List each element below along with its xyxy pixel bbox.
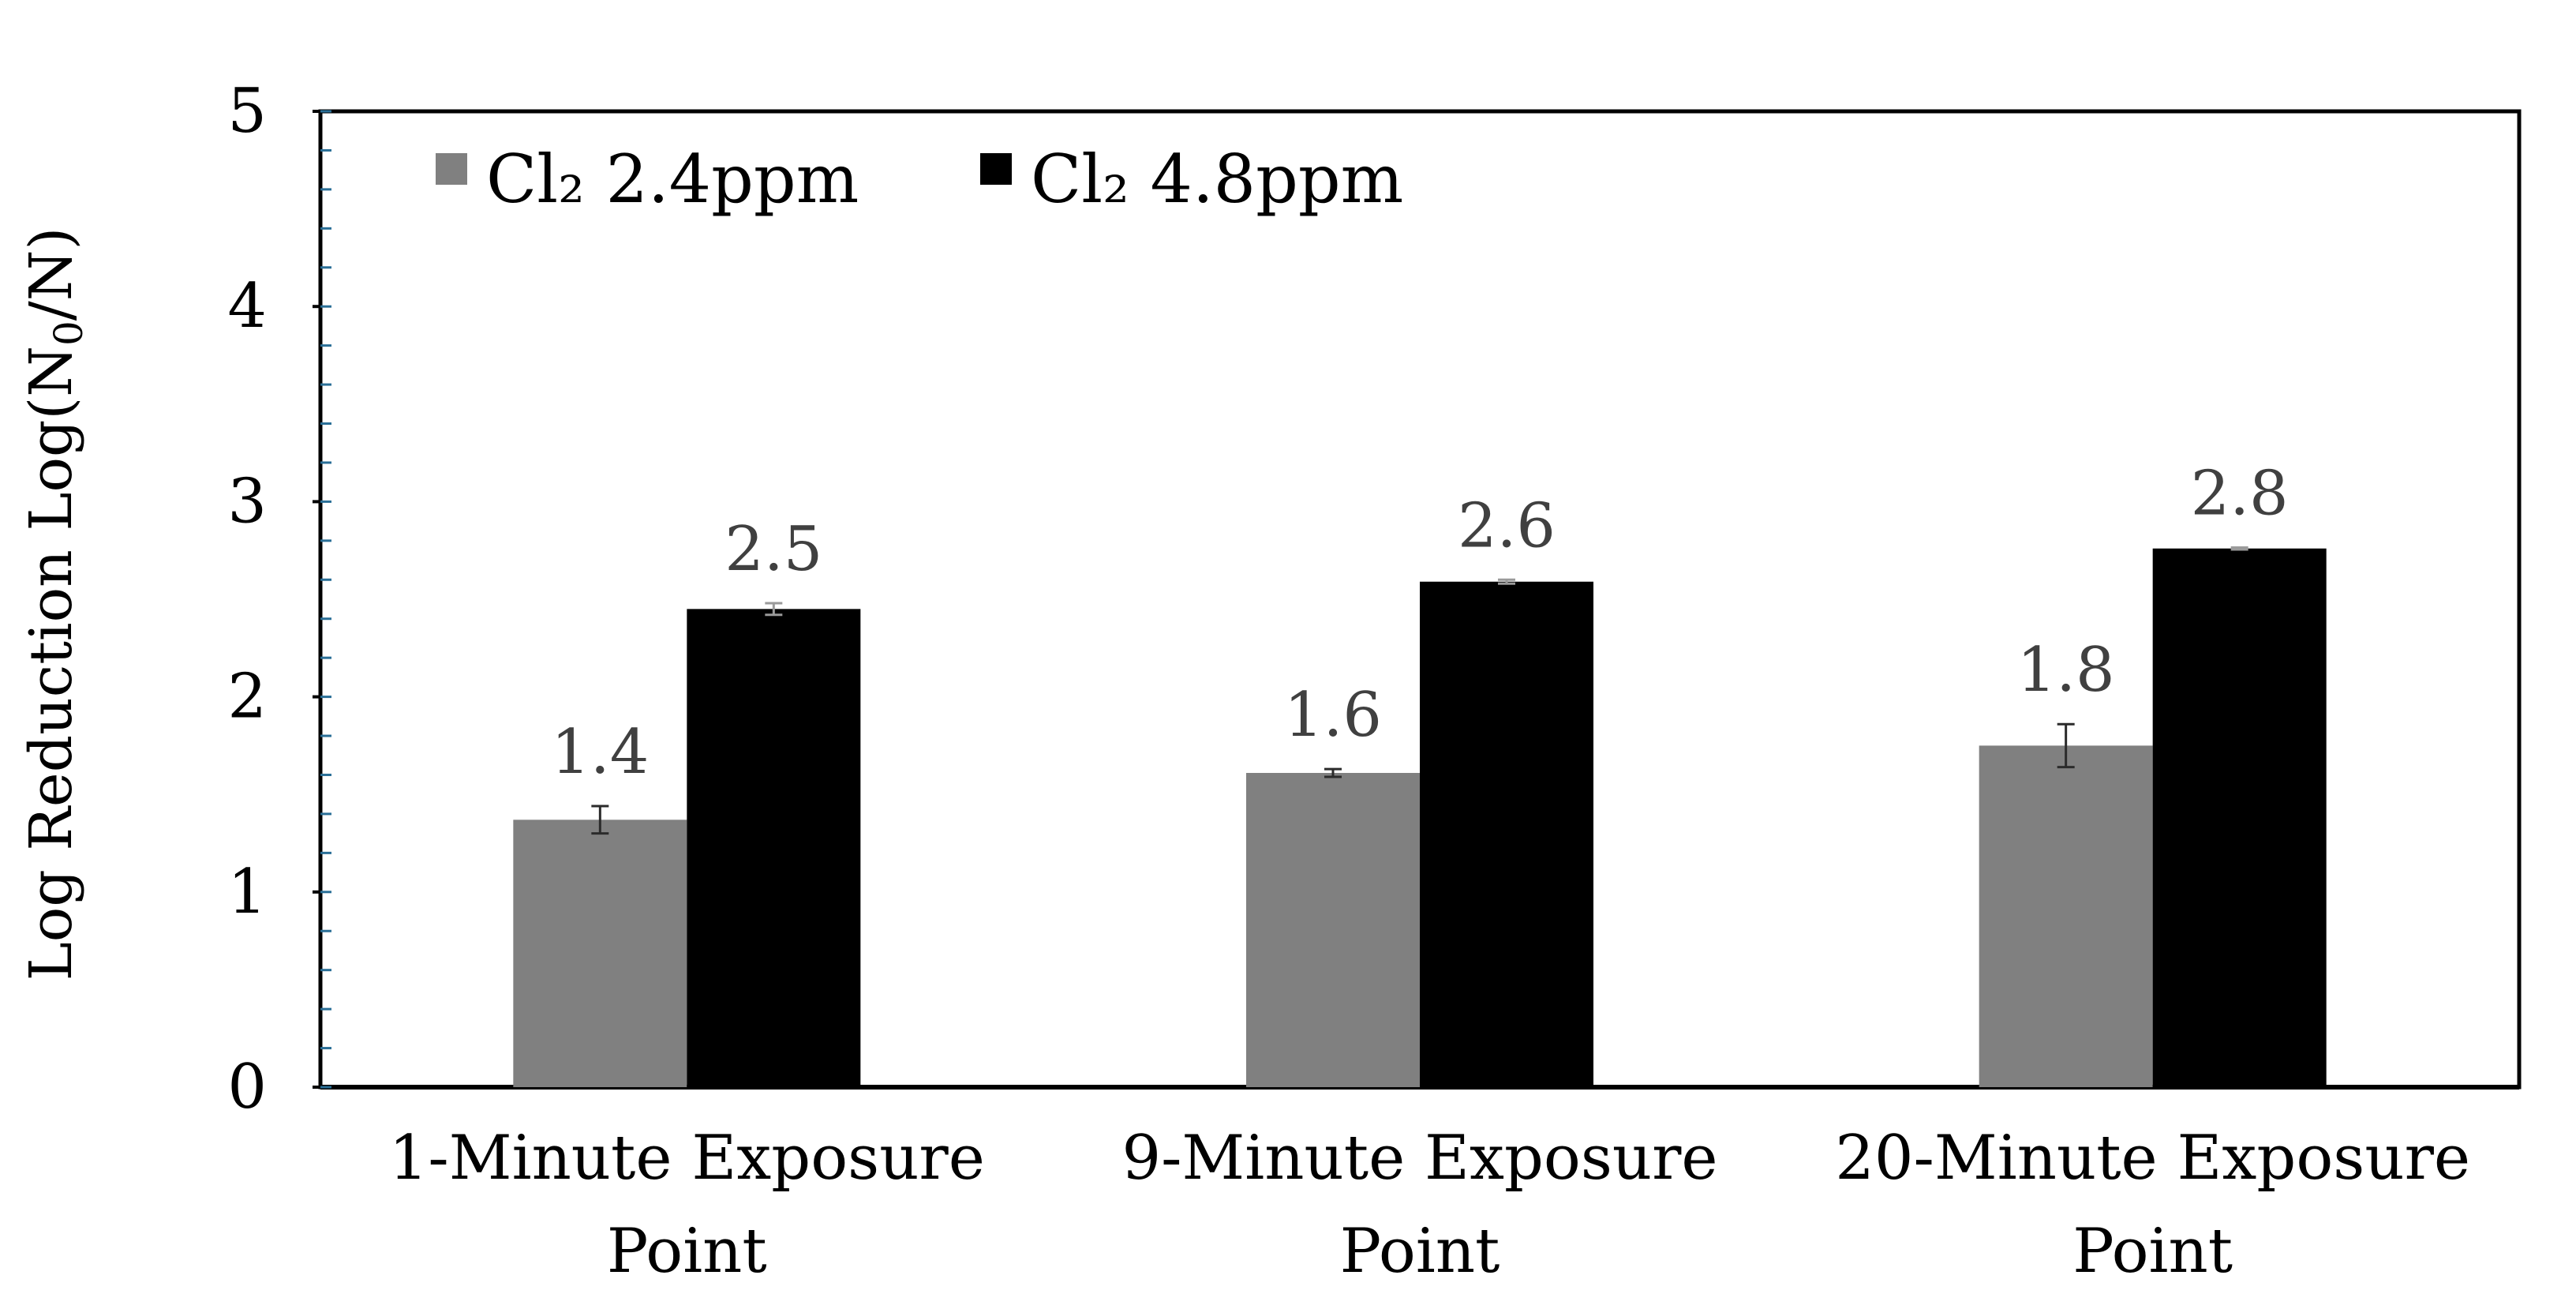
legend-label: Cl₂ 2.4ppm — [486, 141, 859, 218]
y-tick-label: 4 — [227, 271, 267, 342]
bar — [1979, 745, 2153, 1087]
y-tick-label: 5 — [227, 76, 267, 147]
x-category-label: 20-Minute Exposure — [1835, 1123, 2470, 1194]
x-category-label: Point — [1340, 1216, 1500, 1287]
y-tick-label: 2 — [227, 662, 267, 733]
y-axis-title-suffix: /N) — [17, 227, 85, 321]
data-label: 1.4 — [551, 717, 649, 788]
bar — [2152, 548, 2327, 1087]
y-axis-title: Log Reduction Log(N0/N) — [17, 227, 92, 981]
x-category-label: 1-Minute Exposure — [389, 1123, 985, 1194]
bars-group — [513, 546, 2327, 1087]
x-category-label: 9-Minute Exposure — [1121, 1123, 1717, 1194]
bar — [687, 609, 861, 1087]
bar — [1420, 581, 1593, 1087]
data-label: 2.6 — [1458, 490, 1556, 561]
y-axis-title-main: Log Reduction Log(N — [17, 346, 85, 981]
data-label: 1.6 — [1284, 680, 1382, 751]
legend-swatch — [436, 153, 467, 185]
bar — [513, 820, 687, 1087]
y-tick-label: 3 — [227, 466, 267, 537]
y-axis-title-subscript: 0 — [46, 321, 92, 346]
data-label: 2.8 — [2191, 458, 2289, 529]
legend-label: Cl₂ 4.8ppm — [1031, 141, 1403, 218]
bar — [1246, 773, 1420, 1087]
x-category-label: Point — [607, 1216, 767, 1287]
legend: Cl₂ 2.4ppm Cl₂ 4.8ppm — [436, 141, 1403, 218]
data-label: 1.8 — [2017, 635, 2115, 706]
legend-swatch — [980, 153, 1012, 185]
data-labels-group: 1.4 2.5 1.6 2.6 1.8 2.8 — [551, 458, 2288, 788]
y-tick-label: 1 — [227, 857, 267, 928]
y-tick-label: 0 — [227, 1052, 267, 1123]
x-category-label: Point — [2072, 1216, 2233, 1287]
data-label: 2.5 — [724, 514, 822, 585]
